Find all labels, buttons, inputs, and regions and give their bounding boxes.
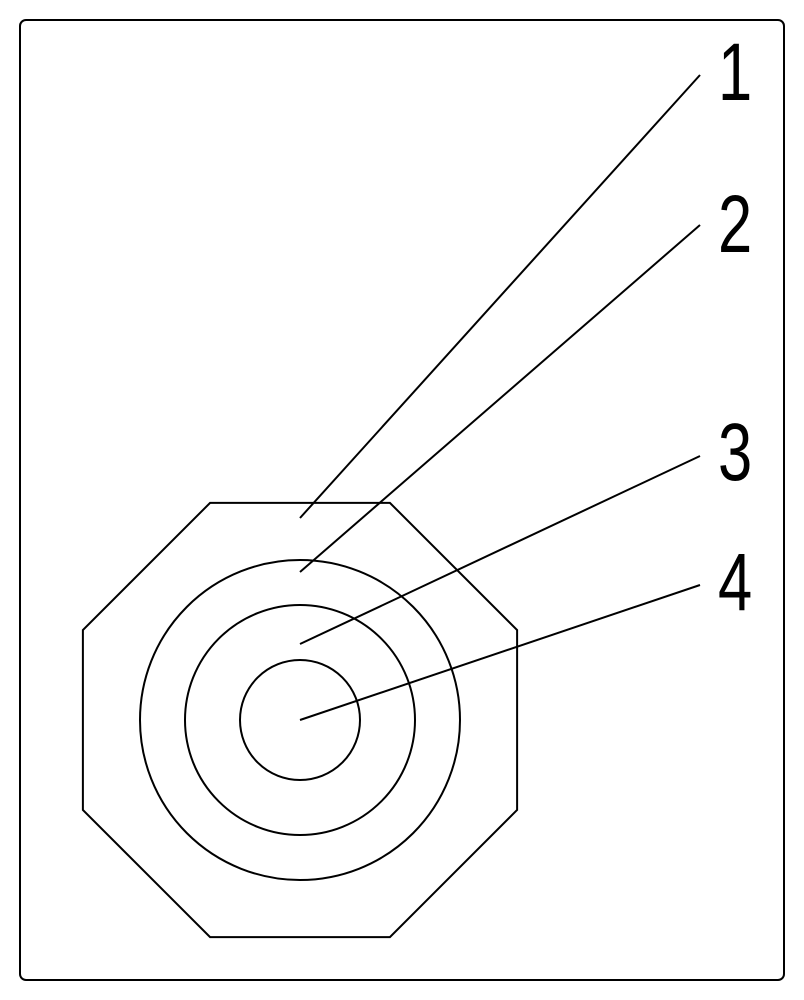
label-3: 3 xyxy=(718,406,752,498)
leader-1 xyxy=(300,75,700,518)
label-2: 2 xyxy=(718,178,752,270)
frame-border xyxy=(20,20,784,980)
label-4: 4 xyxy=(718,536,752,628)
label-1: 1 xyxy=(718,26,752,118)
leader-4 xyxy=(300,585,700,720)
callout-labels: 1 2 3 4 xyxy=(718,26,752,628)
leader-2 xyxy=(300,225,700,572)
leader-3 xyxy=(300,456,700,644)
leader-lines xyxy=(300,75,700,720)
diagram-canvas: 1 2 3 4 xyxy=(0,0,804,1000)
